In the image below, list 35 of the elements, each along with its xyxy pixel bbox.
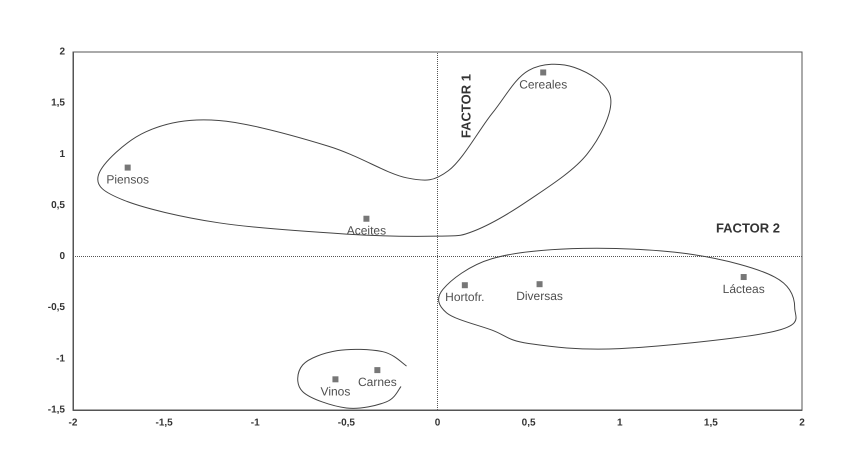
point bbox=[462, 282, 468, 288]
series-label: Hortofr. bbox=[445, 290, 485, 304]
ref-line-label: FACTOR 1 bbox=[458, 74, 474, 138]
point bbox=[124, 164, 131, 171]
x-tick-label: 0 bbox=[434, 418, 441, 428]
ref-line-label: FACTOR 2 bbox=[716, 220, 780, 236]
series-label: Carnes bbox=[358, 375, 397, 390]
point bbox=[740, 274, 747, 280]
x-tick-label: 1,5 bbox=[704, 418, 718, 428]
point bbox=[332, 376, 338, 382]
series-label: Vinos bbox=[320, 384, 350, 398]
series-label: Piensos bbox=[106, 172, 150, 187]
x-tick-label: -0,5 bbox=[338, 418, 356, 428]
y-tick-label: 2 bbox=[59, 46, 66, 58]
x-tick-label: 1 bbox=[616, 418, 623, 428]
x-tick-label: -2 bbox=[68, 418, 78, 428]
y-tick-label: -1 bbox=[56, 353, 66, 364]
x-tick-label: -1 bbox=[250, 418, 260, 428]
series-label: Cereales bbox=[519, 77, 568, 92]
y-tick-label: 0 bbox=[59, 251, 66, 262]
x-tick-label: 0,5 bbox=[522, 418, 536, 428]
point bbox=[540, 69, 546, 76]
y-tick-label: 0,5 bbox=[51, 200, 66, 211]
series-label: Aceites bbox=[346, 224, 386, 238]
series-label: Diversas bbox=[516, 289, 563, 304]
point bbox=[374, 367, 380, 374]
y-tick-label: -0,5 bbox=[48, 302, 66, 314]
y-tick-label: -1,5 bbox=[48, 404, 66, 416]
y-tick-label: 1,5 bbox=[51, 98, 66, 109]
x-tick-label: -1,5 bbox=[156, 418, 174, 428]
x-tick-label: 2 bbox=[799, 418, 806, 428]
point bbox=[536, 281, 543, 288]
y-tick-label: 1 bbox=[59, 148, 66, 160]
point bbox=[363, 216, 370, 222]
series-label: Lácteas bbox=[722, 282, 765, 296]
